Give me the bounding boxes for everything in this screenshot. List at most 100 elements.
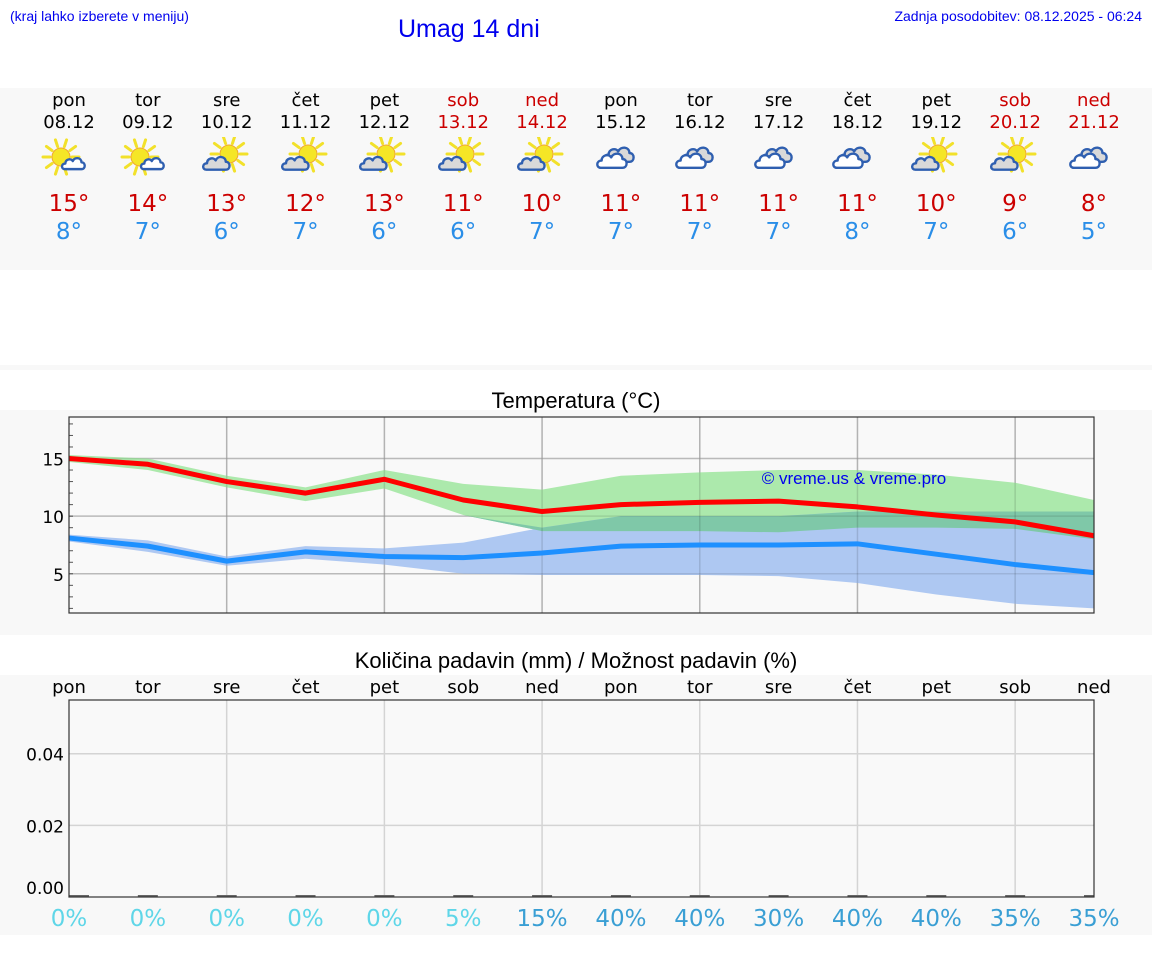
temperature-chart-title: Temperatura (°C) — [491, 388, 661, 413]
day-label: pet — [370, 677, 400, 698]
partly-cloudy-icon — [187, 134, 267, 186]
max-temperature: 10° — [521, 191, 563, 217]
day-label: sob — [999, 677, 1031, 698]
max-temperature: 11° — [679, 191, 721, 217]
day-name: pon — [603, 90, 638, 111]
day-name: čet — [291, 90, 320, 111]
day-date: 15.12 — [595, 112, 647, 133]
min-temperature: 8° — [55, 219, 83, 245]
day-column: sre 17.12 11° 7° — [739, 88, 819, 246]
precipitation-chart-title: Količina padavin (mm) / Možnost padavin … — [354, 648, 798, 673]
temperature-chart: 5 10 15 © vreme.us & vreme.pro — [42, 416, 1095, 614]
max-temperature: 9° — [1002, 191, 1029, 217]
max-temperature: 13° — [206, 191, 248, 217]
day-name: ned — [1077, 90, 1111, 111]
min-temperature: 6° — [371, 219, 398, 245]
day-date: 08.12 — [43, 112, 95, 133]
day-name: tor — [135, 90, 161, 111]
precipitation-probability: 40% — [595, 906, 646, 932]
day-date: 20.12 — [989, 112, 1041, 133]
day-column: sre 10.12 13° 6° — [187, 88, 267, 246]
y-tick-label: 10 — [42, 508, 64, 528]
max-temperature: 11° — [600, 191, 642, 217]
day-column: sob 20.12 9° 6° — [975, 88, 1055, 246]
cloudy-icon — [660, 134, 740, 186]
precipitation-probability: 40% — [674, 906, 725, 932]
min-temperature: 7° — [528, 219, 556, 245]
cloudy-icon — [581, 134, 661, 186]
partly-cloudy-icon — [896, 134, 976, 186]
day-label: sre — [765, 677, 792, 698]
precipitation-probability: 0% — [287, 906, 324, 932]
tmax-line — [68, 456, 1095, 539]
day-column: pet 12.12 13° 6° — [344, 88, 424, 246]
partly-cloudy-icon — [266, 134, 346, 186]
day-column: pon 15.12 11° 7° — [581, 88, 661, 246]
min-temperature: 5° — [1080, 219, 1108, 245]
day-label: ned — [1077, 677, 1111, 698]
precipitation-probability: 40% — [832, 906, 883, 932]
day-column: čet 18.12 11° 8° — [817, 88, 897, 246]
min-temperature: 6° — [213, 219, 240, 245]
y-tick-label: 0.00 — [26, 879, 64, 899]
y-tick-label: 0.02 — [26, 817, 64, 837]
day-name: pet — [369, 90, 400, 111]
max-temperature: 13° — [363, 191, 405, 217]
min-temperature: 7° — [923, 219, 950, 245]
partly-cloudy-icon — [502, 134, 582, 186]
precipitation-probability: 40% — [911, 906, 962, 932]
precipitation-probability: 35% — [1068, 906, 1119, 932]
precipitation-probability: 0% — [130, 906, 167, 932]
day-column: čet 11.12 12° 7° — [266, 88, 346, 246]
day-name: pet — [921, 90, 952, 111]
sun-small-cloud-icon — [29, 134, 109, 186]
precipitation-probability: 15% — [517, 906, 568, 932]
day-label: pon — [52, 677, 86, 698]
day-name: sob — [447, 90, 480, 111]
precipitation-probability: 0% — [208, 906, 245, 932]
min-temperature: 7° — [134, 219, 161, 245]
day-name: sre — [764, 90, 793, 111]
day-label: sob — [447, 677, 479, 698]
precipitation-probability: 0% — [366, 906, 403, 932]
precipitation-probability: 0% — [51, 906, 88, 932]
max-temperature: 15° — [48, 191, 90, 217]
day-date: 18.12 — [831, 112, 884, 133]
day-name: tor — [687, 90, 713, 111]
day-label: pet — [922, 677, 952, 698]
partly-cloudy-icon — [344, 134, 424, 186]
day-label: ned — [525, 677, 559, 698]
cloudy-icon — [739, 134, 819, 186]
day-column: pet 19.12 10° 7° — [896, 88, 976, 246]
min-temperature: 7° — [292, 219, 319, 245]
day-label: pon — [604, 677, 638, 698]
day-date: 14.12 — [516, 112, 568, 133]
day-date: 12.12 — [358, 112, 411, 133]
cloudy-icon — [1054, 134, 1134, 186]
max-temperature: 11° — [758, 191, 799, 217]
day-label: čet — [292, 677, 320, 698]
day-date: 16.12 — [674, 112, 726, 133]
day-column: sob 13.12 11° 6° — [423, 88, 503, 246]
precipitation-probability: 5% — [445, 906, 482, 932]
watermark: © vreme.us & vreme.pro — [762, 469, 946, 488]
day-column: ned 21.12 8° 5° — [1054, 88, 1134, 246]
location-hint: (kraj lahko izberete v meniju) — [10, 8, 189, 24]
day-date: 19.12 — [910, 112, 963, 133]
forecast-strip-background — [0, 88, 1152, 270]
day-date: 13.12 — [437, 112, 489, 133]
day-date: 10.12 — [200, 112, 253, 133]
min-temperature: 6° — [450, 219, 477, 245]
y-tick-label: 5 — [53, 566, 64, 586]
section-divider — [0, 365, 1152, 370]
min-temperature: 7° — [686, 219, 713, 245]
max-temperature: 11° — [837, 191, 878, 217]
min-temperature: 8° — [844, 219, 871, 245]
partly-cloudy-icon — [423, 134, 503, 186]
day-column: tor 09.12 14° 7° — [108, 88, 188, 246]
cloudy-icon — [817, 134, 897, 186]
day-column: ned 14.12 10° 7° — [502, 88, 582, 246]
precipitation-probability: 35% — [990, 906, 1041, 932]
min-temperature: 7° — [765, 219, 792, 245]
